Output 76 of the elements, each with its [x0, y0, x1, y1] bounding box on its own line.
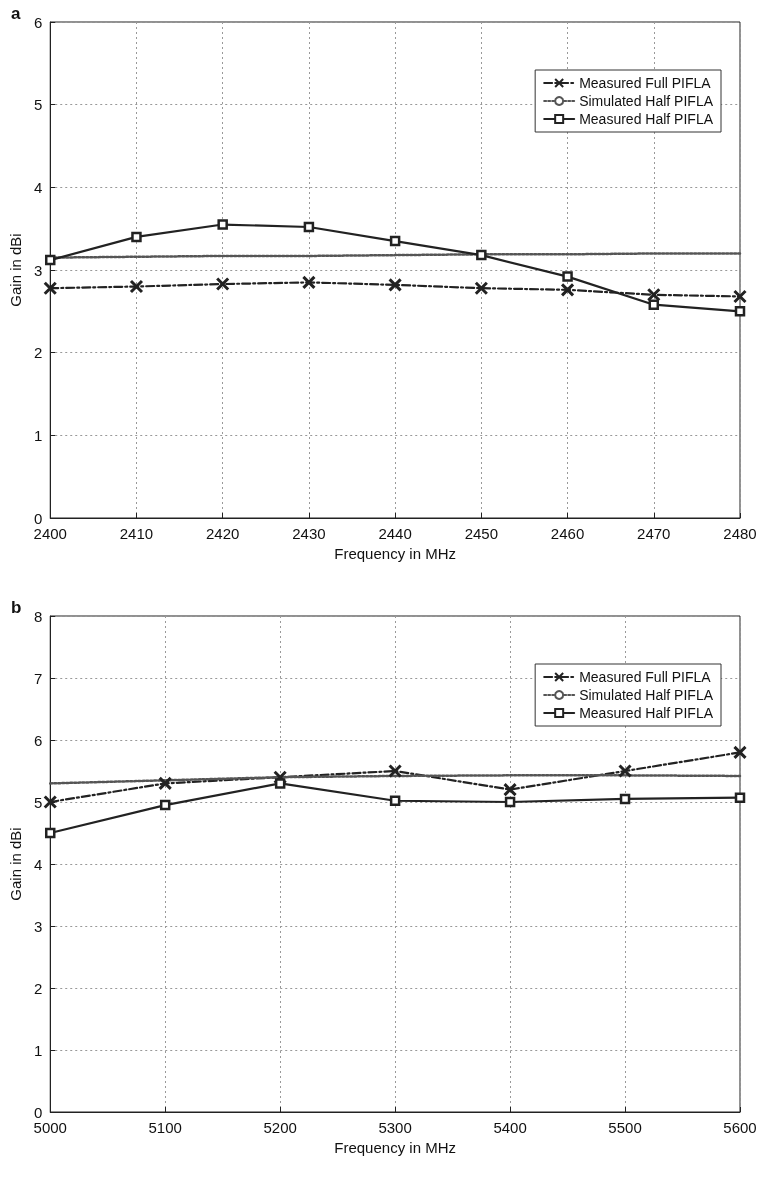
point [43, 281, 58, 296]
legend-label: Simulated Half PIFLA [579, 93, 714, 109]
point [560, 282, 575, 297]
point [158, 776, 173, 791]
y-tick-label: 6 [33, 13, 43, 31]
y-tick-label: 8 [33, 607, 43, 625]
y-tick-label: 4 [33, 855, 43, 873]
x-tick-label: 5500 [608, 1119, 642, 1136]
y-tick-label: 4 [33, 178, 43, 196]
point [131, 231, 142, 243]
legend-label: Measured Full PIFLA [579, 75, 712, 91]
y-tick-label: 7 [33, 669, 43, 687]
point [504, 796, 516, 808]
x-tick-label: 5200 [263, 1119, 297, 1136]
point [43, 795, 58, 809]
point [388, 764, 403, 778]
y-tick-label: 2 [33, 344, 43, 362]
point [733, 745, 747, 760]
y-tick-label: 3 [33, 917, 43, 935]
x-tick-label: 2470 [637, 525, 671, 542]
point [303, 221, 315, 233]
x-tick-label: 5300 [378, 1119, 412, 1136]
x-tick-label: 2430 [292, 525, 326, 542]
x-tick-label: 2460 [550, 525, 585, 542]
point [648, 299, 660, 310]
point [215, 277, 230, 292]
x-tick-label: 5100 [148, 1119, 182, 1136]
y-axis-title: Gain in dBi [7, 233, 24, 307]
y-axis-title: Gain in dBi [7, 827, 24, 901]
legend-label: Measured Full PIFLA [579, 669, 712, 685]
x-tick-label: 2450 [464, 525, 499, 542]
point [619, 793, 631, 805]
point [44, 254, 56, 266]
point [476, 249, 487, 261]
point [734, 792, 746, 803]
x-tick-label: 2420 [205, 525, 240, 542]
point [562, 271, 573, 282]
y-tick-label: 0 [33, 1103, 43, 1121]
x-tick-label: 2480 [723, 525, 757, 542]
point [44, 827, 56, 839]
legend-label: Measured Half PIFLA [579, 111, 714, 127]
point [273, 770, 288, 785]
y-tick-label: 2 [33, 979, 43, 997]
point [159, 799, 171, 811]
point [646, 287, 661, 302]
point [503, 782, 518, 797]
point [474, 281, 489, 296]
point [217, 219, 228, 230]
x-tick-label: 2400 [33, 525, 67, 542]
y-tick-label: 6 [33, 731, 43, 749]
point [129, 279, 144, 294]
chart-title: b [11, 598, 22, 617]
x-tick-label: 5000 [33, 1119, 67, 1136]
point [389, 795, 401, 807]
point [389, 235, 401, 247]
x-axis-title: Frequency in MHz [334, 1138, 456, 1156]
y-tick-label: 5 [33, 793, 43, 811]
x-tick-label: 5400 [493, 1119, 527, 1136]
y-tick-label: 3 [33, 261, 43, 279]
point [734, 306, 746, 317]
point [618, 764, 633, 778]
point [301, 275, 316, 290]
point [274, 778, 286, 789]
x-tick-label: 5600 [723, 1119, 757, 1136]
y-tick-label: 1 [33, 426, 43, 444]
point [388, 277, 403, 292]
point [733, 289, 747, 304]
legend-label: Simulated Half PIFLA [579, 687, 714, 703]
chart-title: a [11, 4, 21, 23]
x-tick-label: 2410 [119, 525, 154, 542]
x-axis-title: Frequency in MHz [334, 544, 456, 562]
y-tick-label: 1 [33, 1041, 43, 1059]
x-tick-label: 2440 [378, 525, 412, 542]
legend-label: Measured Half PIFLA [579, 705, 714, 721]
y-tick-label: 0 [33, 509, 43, 527]
y-tick-label: 5 [33, 96, 43, 114]
